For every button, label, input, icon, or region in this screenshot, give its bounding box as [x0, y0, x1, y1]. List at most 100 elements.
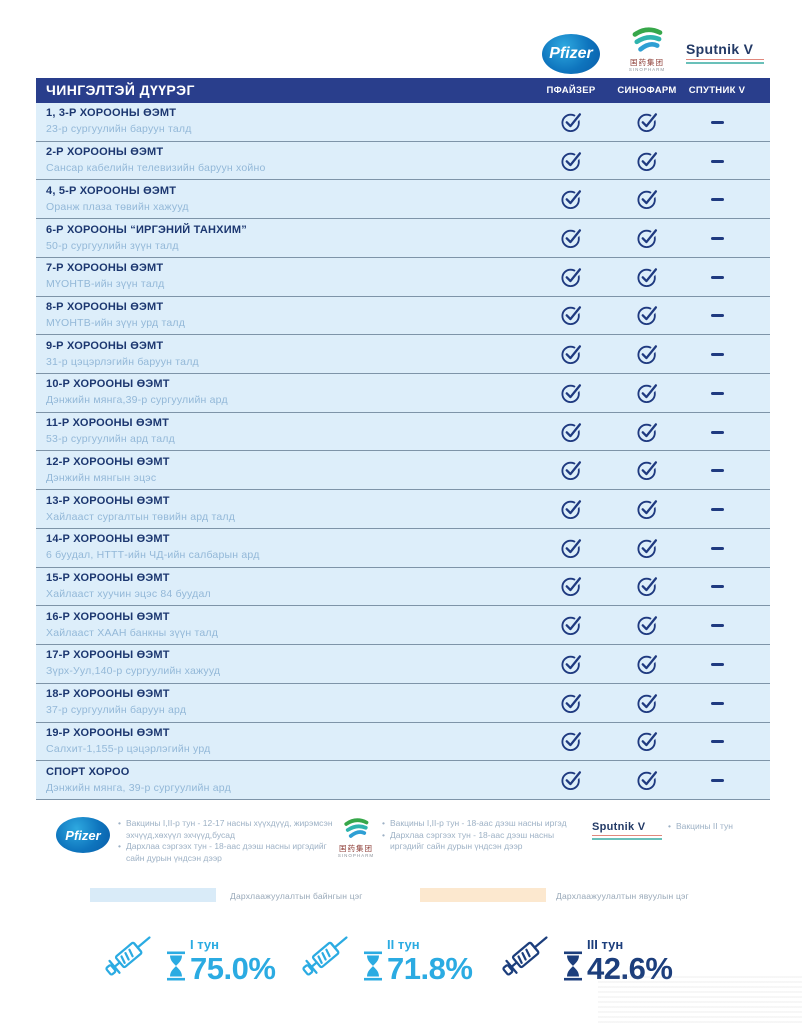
dash-icon: [710, 430, 724, 434]
row-subtitle: МҮОНТВ-ийн зүүн урд талд: [46, 316, 186, 329]
table-row: 18-Р ХОРООНЫ ӨЭМТ 37-р сургуулийн баруун…: [36, 683, 770, 723]
cell-sputnik: [697, 159, 737, 163]
check-icon: [636, 769, 659, 791]
cell-sputnik: [697, 236, 737, 241]
stat-value: 42.6%: [587, 951, 673, 986]
column-header-sputnik: СПУТНИК V: [688, 85, 746, 96]
dash-icon: [710, 159, 724, 163]
row-subtitle: 53-р сургуулийн ард талд: [46, 433, 175, 446]
cell-sputnik: [697, 507, 737, 512]
cell-sputnik: [697, 739, 737, 744]
cell-sinopharm: [627, 536, 667, 559]
check-icon: [560, 188, 583, 210]
check-icon: [636, 459, 659, 481]
cell-sputnik: [697, 778, 737, 783]
footnote-item: Дархлаа сэргээх тун - 18-аас дээш насны …: [382, 830, 587, 853]
cell-pfizer: [551, 614, 591, 637]
check-icon: [636, 537, 659, 558]
row-subtitle: Хайлааст ХААН банкны зүүн талд: [46, 626, 219, 639]
footnote-item: Вакцины I,II-р тун - 12-17 насны хүүхдүү…: [118, 818, 340, 841]
footnote-item: Дархлаа сэргээх тун - 18-аас дээш насны …: [118, 841, 340, 864]
cell-sinopharm: [627, 110, 667, 133]
cell-sputnik: [697, 662, 737, 666]
check-icon: [636, 730, 659, 752]
check-icon: [560, 614, 583, 636]
check-icon: [560, 459, 583, 481]
row-subtitle: Хайлааст хуучин эцэс 84 буудал: [46, 587, 211, 600]
table-row: 10-Р ХОРООНЫ ӨЭМТ Дэнжийн мянга,39-р сур…: [36, 374, 770, 413]
hourglass-icon: [564, 951, 582, 981]
check-icon: [636, 266, 659, 287]
check-icon: [636, 576, 659, 597]
cell-sputnik: [697, 275, 737, 279]
table-row: 19-Р ХОРООНЫ ӨЭМТ Салхит-1,155-р цэцэрлэ…: [36, 722, 770, 762]
table-row: 6-Р ХОРООНЫ “ИРГЭНИЙ ТАНХИМ” 50-р сургуу…: [36, 219, 770, 258]
cell-sinopharm: [627, 188, 667, 211]
cell-pfizer: [551, 188, 591, 211]
stat-dose-1: I тун 75.0%: [98, 922, 276, 984]
row-title: 19-Р ХОРООНЫ ӨЭМТ: [46, 726, 170, 739]
hourglass-icon: [364, 951, 382, 981]
table-row: 9-Р ХОРООНЫ ӨЭМТ 31-р цэцэрлэгийн баруун…: [36, 335, 770, 375]
row-title: 16-Р ХОРООНЫ ӨЭМТ: [46, 610, 170, 623]
row-title: 6-Р ХОРООНЫ “ИРГЭНИЙ ТАНХИМ”: [46, 223, 247, 236]
check-icon: [636, 111, 659, 132]
cell-sinopharm: [627, 614, 667, 637]
cell-sinopharm: [627, 769, 667, 792]
legend-stationary-label: Дархлаажуулалтын байнгын цэг: [230, 891, 363, 901]
hourglass-icon: [167, 951, 185, 981]
sinopharm-en-text: SINOPHARM: [337, 853, 375, 858]
cell-sinopharm: [627, 691, 667, 714]
sputnik-logo-text: Sputnik V: [592, 821, 646, 833]
syringe-icon: [502, 936, 548, 976]
row-subtitle: Хайлааст сургалтын төвийн ард талд: [46, 510, 236, 523]
cell-pfizer: [551, 498, 591, 521]
check-icon: [560, 576, 583, 597]
dash-icon: [710, 508, 724, 512]
pfizer-logo-text: Pfizer: [549, 45, 593, 62]
cell-sinopharm: [627, 265, 667, 288]
column-header-pfizer: ПФАЙЗЕР: [546, 85, 596, 96]
check-icon: [560, 304, 583, 326]
cell-sputnik: [697, 120, 737, 124]
check-icon: [636, 614, 659, 636]
check-icon: [560, 730, 583, 752]
cell-pfizer: [551, 459, 591, 482]
sputnik-logo: Sputnik V: [686, 42, 764, 64]
cell-pfizer: [551, 730, 591, 753]
cell-sinopharm: [627, 730, 667, 753]
sinopharm-cn-text: 国药集团: [630, 58, 664, 67]
table-row: СПОРТ ХОРОО Дэнжийн мянга, 39-р сургуули…: [36, 761, 770, 800]
cell-pfizer: [551, 652, 591, 675]
dash-icon: [710, 353, 724, 357]
cell-sinopharm: [627, 149, 667, 172]
table-row: 11-Р ХОРООНЫ ӨЭМТ 53-р сургуулийн ард та…: [36, 412, 770, 452]
sinopharm-logo: 国药集团 SINOPHARM: [624, 27, 670, 73]
row-title: 13-Р ХОРООНЫ ӨЭМТ: [46, 494, 170, 507]
dash-icon: [710, 391, 724, 395]
dash-icon: [710, 585, 724, 589]
table-row: 7-Р ХОРООНЫ ӨЭМТ МҮОНТВ-ийн зүүн талд: [36, 257, 770, 297]
sinopharm-swirl-icon: [632, 27, 663, 52]
check-icon: [636, 653, 659, 674]
check-icon: [560, 498, 583, 520]
dash-icon: [710, 546, 724, 550]
cell-pfizer: [551, 420, 591, 443]
check-icon: [560, 382, 583, 403]
row-title: 12-Р ХОРООНЫ ӨЭМТ: [46, 455, 170, 468]
cell-pfizer: [551, 304, 591, 327]
cell-pfizer: [551, 265, 591, 288]
table-body: 1, 3-Р ХОРООНЫ ӨЭМТ 23-р сургуулийн бару…: [36, 103, 770, 800]
cell-sinopharm: [627, 498, 667, 521]
check-icon: [560, 343, 583, 365]
cell-sputnik: [697, 623, 737, 628]
cell-pfizer: [551, 769, 591, 792]
dash-icon: [710, 469, 724, 473]
table-row: 12-Р ХОРООНЫ ӨЭМТ Дэнжийн мянгын эцэс: [36, 451, 770, 491]
table-header: ЧИНГЭЛТЭЙ ДҮҮРЭГ ПФАЙЗЕР СИНОФАРМ СПУТНИ…: [36, 78, 770, 103]
check-icon: [560, 537, 583, 558]
row-subtitle: 23-р сургуулийн баруун талд: [46, 123, 192, 136]
cell-sinopharm: [627, 652, 667, 675]
sinopharm-cn-text: 国药集团: [339, 844, 373, 853]
cell-sputnik: [697, 197, 737, 202]
